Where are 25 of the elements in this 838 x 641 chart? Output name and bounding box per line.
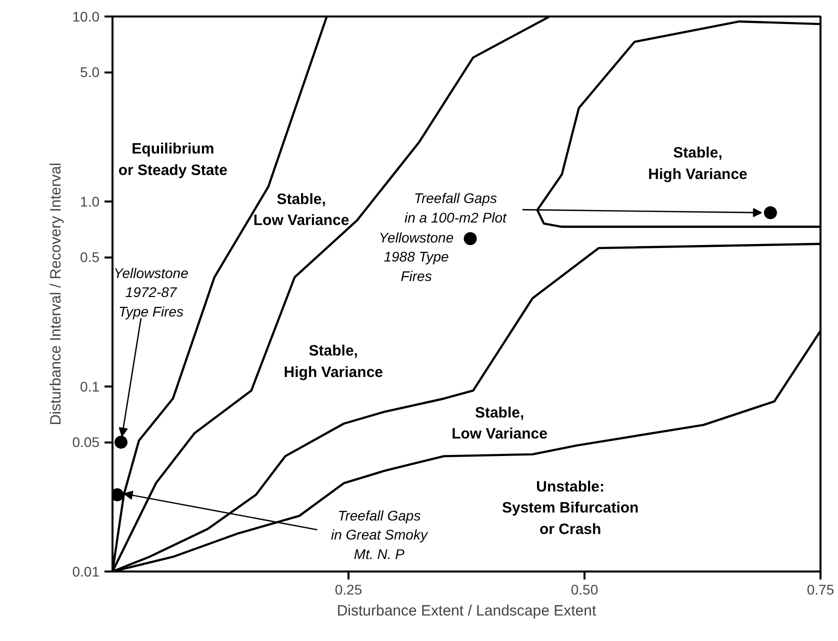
annotation: Treefall Gaps in a 100-m2 Plot: [404, 190, 508, 226]
y-tick-label: 5.0: [80, 64, 100, 80]
annotation: Stable, Low Variance: [253, 190, 350, 230]
y-tick-label: 0.05: [72, 434, 100, 450]
x-tick-label: 0.50: [570, 582, 598, 598]
point: [464, 232, 477, 246]
annotation: Unstable: System Bifurcation or Crash: [502, 478, 639, 538]
y-tick-label: 0.1: [80, 378, 100, 394]
y-tick-label: 10.0: [72, 8, 100, 24]
x-tick-label: 0.75: [806, 582, 834, 598]
y-axis-title: Disturbance Interval / Recovery Interval: [47, 162, 64, 426]
x-tick-label: 0.25: [334, 582, 362, 598]
annotation: Yellowstone 1972-87 Type Fires: [114, 264, 189, 320]
annotation: Equilibrium or Steady State: [118, 140, 228, 179]
point: [114, 436, 128, 449]
annotation: Stable, Low Variance: [452, 404, 548, 443]
annotation: Stable, High Variance: [648, 144, 748, 183]
x-axis-title: Disturbance Extent / Landscape Extent: [336, 602, 597, 620]
y-tick-label: 0.5: [80, 249, 100, 266]
y-tick-label: 1.0: [80, 194, 100, 210]
annotation: Stable, High Variance: [284, 342, 384, 381]
point: [764, 206, 777, 220]
annotation: Treefall Gaps in Great Smoky Mt. N. P: [330, 508, 428, 562]
y-tick-label: 0.01: [72, 564, 100, 580]
annotation: Yellowstone 1988 Type Fires: [378, 229, 454, 284]
